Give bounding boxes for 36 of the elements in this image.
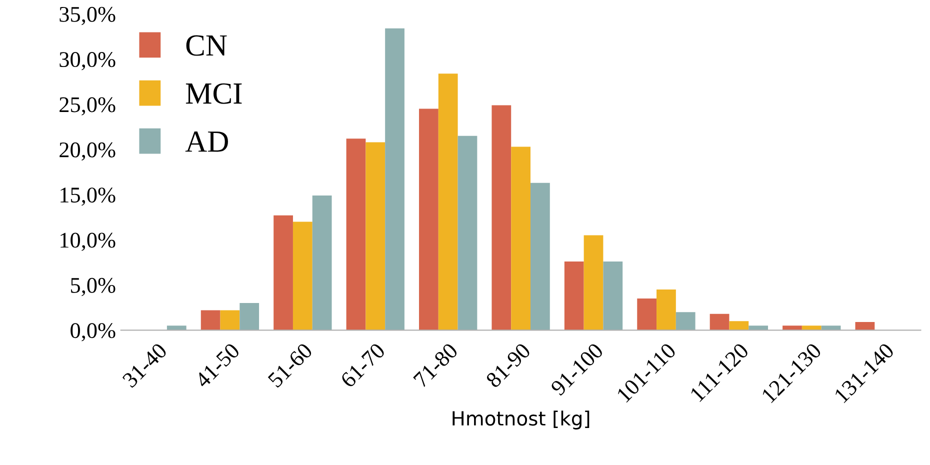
legend-label: MCI: [186, 83, 242, 104]
bar: [220, 310, 240, 330]
bar: [656, 289, 676, 330]
y-tick-label: 10,0%: [60, 232, 116, 251]
bar: [366, 142, 386, 330]
bar: [676, 312, 696, 330]
y-tick-label: 0,0%: [70, 323, 116, 342]
bar: [312, 196, 332, 330]
bar: [603, 261, 623, 330]
bar: [274, 215, 293, 330]
bar: [346, 138, 366, 330]
y-tick-label: 25,0%: [60, 97, 116, 116]
y-tick-label: 20,0%: [60, 142, 116, 161]
bar: [584, 235, 604, 330]
legend-label: AD: [185, 131, 228, 152]
bar: [200, 310, 220, 330]
bar: [511, 146, 530, 330]
bar: [419, 108, 438, 330]
bar: [729, 321, 749, 330]
y-tick-label: 5,0%: [71, 278, 116, 296]
bar: [385, 28, 404, 330]
bar: [292, 222, 312, 330]
x-axis-title: Hmotnost [kg]: [452, 410, 590, 430]
bar: [240, 303, 260, 330]
bar: [458, 136, 478, 330]
y-tick-label: 30,0%: [60, 52, 116, 70]
bar: [637, 298, 657, 330]
bar: [438, 74, 458, 330]
y-tick-label: 15,0%: [60, 188, 116, 206]
bar: [492, 105, 512, 330]
bar: [855, 322, 875, 330]
legend-label: CN: [186, 35, 227, 56]
bar: [564, 261, 584, 330]
bar: [710, 314, 730, 330]
y-tick-label: 35,0%: [60, 6, 116, 26]
bar: [530, 182, 550, 330]
